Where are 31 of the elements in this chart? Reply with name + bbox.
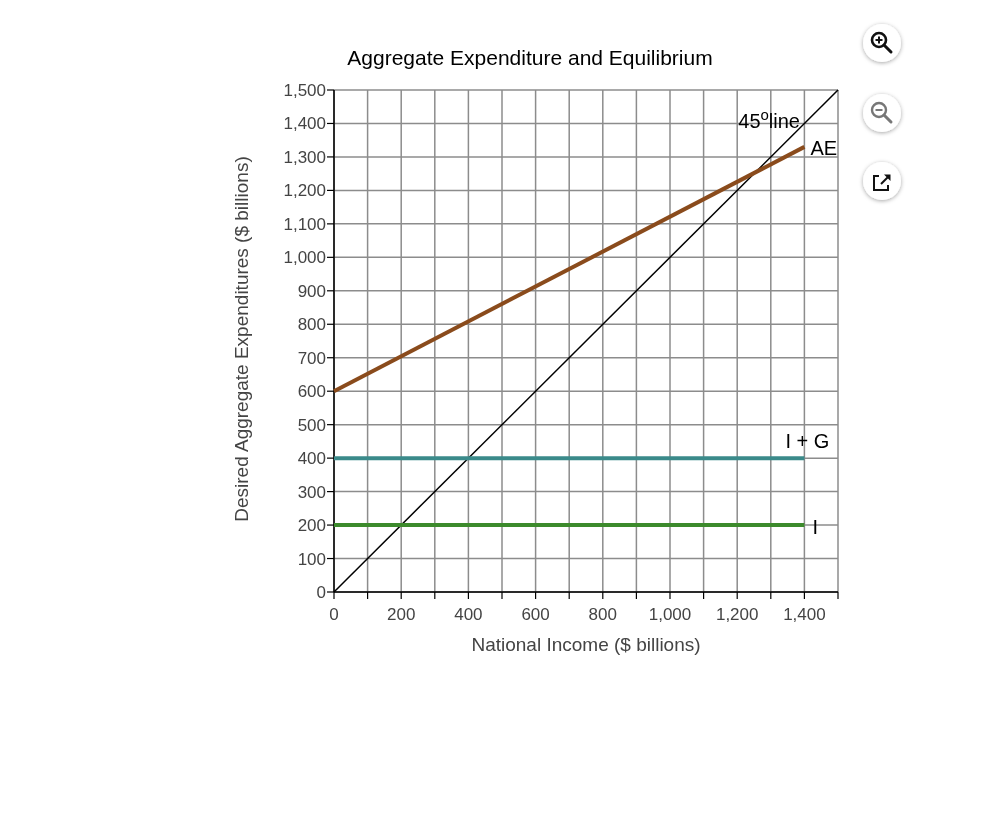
y-tick-label: 1,400 bbox=[283, 114, 326, 134]
y-tick-label: 1,200 bbox=[283, 181, 326, 201]
x-axis-title: National Income ($ billions) bbox=[471, 634, 701, 655]
y-tick-label: 800 bbox=[297, 315, 326, 335]
y-tick-label: 900 bbox=[297, 281, 326, 301]
x-tick-label: 0 bbox=[329, 605, 339, 624]
y-tick-label: 1,500 bbox=[283, 81, 326, 100]
y-tick-label: 500 bbox=[297, 415, 326, 435]
x-tick-label: 800 bbox=[588, 605, 617, 624]
series-label: 45$^{o}$line bbox=[738, 105, 800, 132]
y-tick-label: 300 bbox=[297, 482, 326, 502]
y-tick-label: 1,300 bbox=[283, 147, 326, 167]
x-tick-label: 1,000 bbox=[648, 605, 692, 624]
x-tick-label: 1,400 bbox=[783, 605, 826, 624]
y-tick-label: 200 bbox=[297, 516, 326, 536]
x-tick-label: 1,200 bbox=[715, 605, 759, 624]
y-tick-label: 1,000 bbox=[283, 248, 326, 268]
series-label: I + G bbox=[785, 430, 830, 453]
y-tick-label: 1,100 bbox=[283, 214, 326, 234]
y-tick-label: 700 bbox=[297, 348, 326, 368]
y-tick-label: 100 bbox=[297, 549, 326, 569]
x-tick-label: 200 bbox=[387, 605, 416, 624]
y-tick-label: 600 bbox=[297, 382, 326, 402]
x-tick-label: 400 bbox=[454, 605, 483, 624]
x-tick-label: 600 bbox=[521, 605, 550, 624]
y-axis-title: Desired Aggregate Expenditures ($ billions) bbox=[231, 156, 252, 522]
chart-title: Aggregate Expenditure and Equilibrium bbox=[347, 46, 713, 69]
series-label: I bbox=[812, 516, 818, 539]
y-tick-label: 400 bbox=[297, 449, 326, 469]
series-label: AE bbox=[810, 136, 838, 159]
y-tick-label: 0 bbox=[316, 583, 326, 602]
